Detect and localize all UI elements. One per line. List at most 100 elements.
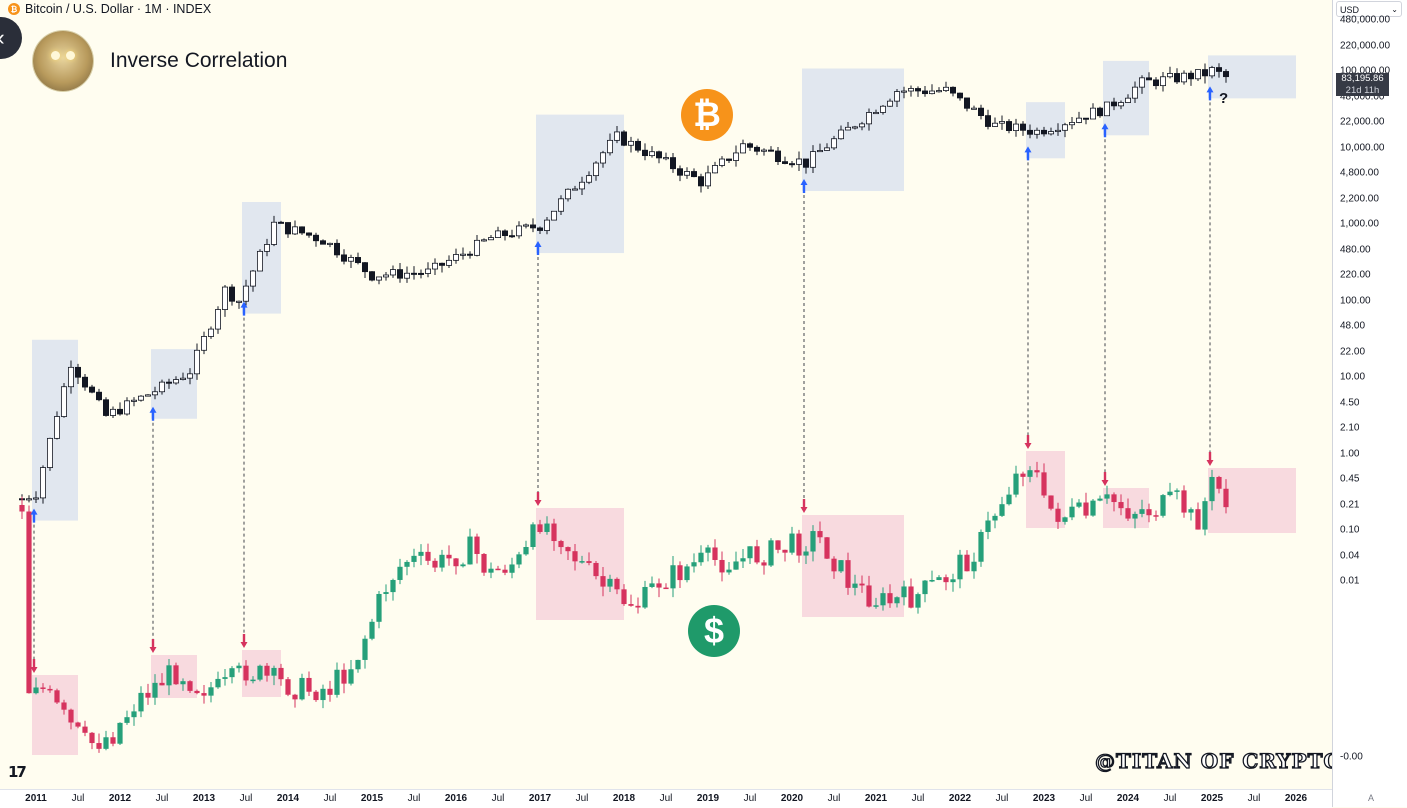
- btc-candle: [1160, 76, 1167, 87]
- btc-candle: [151, 391, 158, 396]
- btc-candle: [333, 242, 340, 256]
- usd-candle: [866, 585, 872, 607]
- x-tick-label: 2022: [948, 793, 972, 804]
- btc-candle: [957, 92, 964, 99]
- usd-candle: [19, 505, 25, 512]
- usd-candle: [544, 523, 550, 532]
- btc-candle: [89, 386, 96, 393]
- btc-candle: [985, 115, 992, 127]
- usd-candle: [943, 577, 949, 583]
- y-tick-label: 48,000.00: [1340, 91, 1385, 102]
- usd-candle: [565, 547, 571, 552]
- chevron-left-icon[interactable]: ‹: [0, 17, 22, 59]
- btc-candle: [936, 90, 943, 93]
- btc-candle: [1104, 101, 1111, 117]
- btc-candle: [1195, 69, 1202, 80]
- x-tick-label: Jul: [1079, 793, 1093, 804]
- usd-candle: [1174, 490, 1180, 492]
- usd-candle: [964, 554, 970, 572]
- auto-scale-button[interactable]: A: [1368, 793, 1375, 803]
- usd-candle: [537, 524, 543, 532]
- btc-candle: [1006, 121, 1013, 131]
- usd-candle: [726, 569, 732, 573]
- btc-candle: [54, 416, 61, 439]
- btc-candle: [1139, 77, 1146, 88]
- usd-candle: [775, 540, 781, 550]
- usd-candle: [838, 560, 844, 572]
- btc-candle: [124, 400, 131, 415]
- btc-candle: [382, 274, 389, 278]
- btc-candle: [207, 328, 214, 337]
- candlestick-chart[interactable]: [0, 0, 1332, 789]
- btc-candle: [572, 188, 579, 191]
- usd-candle: [82, 726, 88, 733]
- x-tick-label: 2023: [1032, 793, 1056, 804]
- y-tick-label: 22.00: [1340, 346, 1366, 357]
- usd-candle: [215, 678, 221, 688]
- y-tick-label: 10.00: [1340, 371, 1366, 383]
- usd-candle: [390, 579, 396, 593]
- btc-candle: [1076, 117, 1083, 123]
- btc-candle: [880, 105, 887, 113]
- btc-candle: [256, 250, 263, 272]
- time-axis[interactable]: [0, 789, 1332, 808]
- usd-candle: [1132, 513, 1138, 519]
- btc-candle: [424, 268, 431, 274]
- btc-candle: [593, 162, 600, 177]
- usd-candle: [502, 569, 508, 573]
- btc-candle: [1097, 107, 1104, 117]
- usd-candle: [1006, 494, 1012, 505]
- avatar-eye-left: [51, 51, 60, 60]
- btc-candle: [971, 107, 978, 110]
- btc-candle: [221, 286, 228, 310]
- symbol-title: Bitcoin / U.S. Dollar · 1M · INDEX: [25, 2, 212, 16]
- usd-candle: [558, 541, 564, 548]
- btc-candle: [775, 150, 782, 163]
- btc-candle: [1013, 123, 1020, 131]
- btc-candle: [200, 336, 207, 351]
- btc-candle: [1216, 67, 1223, 72]
- x-tick-label: 2019: [696, 793, 720, 804]
- btc-candle: [40, 467, 47, 499]
- btc-candle: [915, 88, 922, 92]
- btc-candle: [705, 172, 712, 187]
- usd-candle: [313, 691, 319, 701]
- btc-candle: [523, 224, 530, 227]
- btc-candle: [130, 399, 137, 402]
- btc-candle: [508, 235, 515, 238]
- usd-candle: [824, 537, 830, 559]
- btc-candle: [628, 140, 635, 146]
- down-arrow-icon: [534, 492, 542, 506]
- x-tick-label: 2014: [276, 793, 300, 804]
- usd-candle: [306, 677, 312, 692]
- usd-candle: [677, 565, 683, 581]
- usd-candle: [670, 565, 676, 589]
- btc-candle: [796, 158, 803, 165]
- btc-candle: [47, 437, 54, 468]
- btc-candle: [277, 221, 284, 224]
- usd-candle: [285, 679, 291, 695]
- btc-candle: [1083, 117, 1090, 120]
- usd-candle: [474, 536, 480, 554]
- btc-candle: [656, 151, 663, 159]
- btc-candle: [950, 86, 957, 94]
- usd-candle: [229, 668, 235, 678]
- usd-candle: [418, 551, 424, 556]
- down-arrow-icon: [1101, 472, 1109, 486]
- usd-candle: [642, 586, 648, 608]
- y-tick-label: 48.00: [1340, 320, 1366, 332]
- usd-candle: [453, 558, 459, 567]
- currency-select[interactable]: USD ⌄: [1336, 1, 1402, 17]
- btc-candle: [866, 112, 873, 125]
- usd-candle: [47, 688, 53, 691]
- btc-candle: [1062, 124, 1069, 131]
- usd-candle: [292, 694, 298, 700]
- x-tick-label: Jul: [491, 793, 505, 804]
- price-axis[interactable]: [1332, 0, 1407, 807]
- usd-candle: [957, 554, 963, 580]
- btc-candle: [691, 171, 698, 178]
- usd-candle: [33, 687, 39, 694]
- usd-candle: [593, 562, 599, 577]
- usd-candle: [901, 586, 907, 598]
- usd-candle: [1048, 495, 1054, 509]
